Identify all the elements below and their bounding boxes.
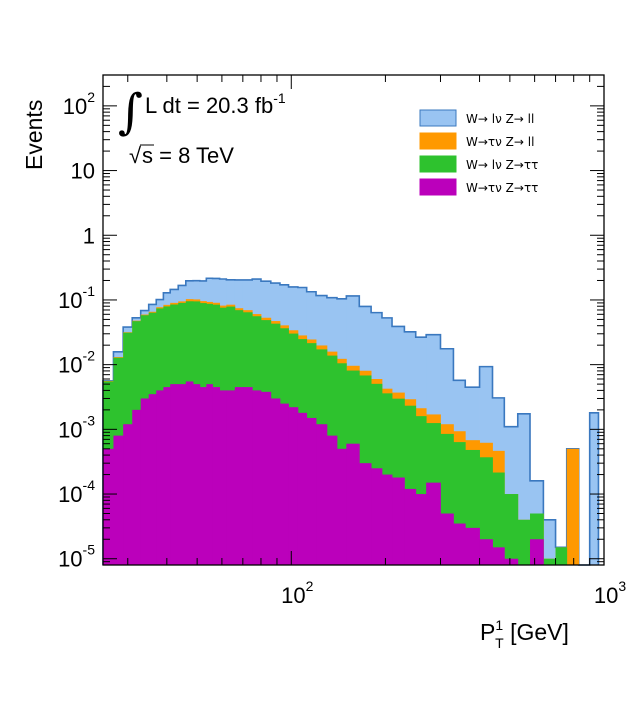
histogram-bin (479, 457, 493, 565)
histogram-bin (132, 409, 142, 565)
legend-item: W→τν Z→ττ (419, 178, 538, 196)
histogram-bin (103, 448, 114, 565)
histogram-bin (140, 398, 150, 565)
lumi-annotation: ∫ L dt = 20.3 fb-1 (118, 84, 286, 140)
histogram-bin (504, 558, 519, 565)
histogram-bin (242, 387, 253, 565)
x-axis-label: P1 T [GeV] (480, 617, 569, 651)
legend-label: W→τν Z→ττ (466, 181, 538, 195)
histogram-bin (381, 474, 393, 565)
histogram-bin (260, 391, 272, 565)
histogram-bin (589, 412, 599, 565)
histogram-bin (199, 387, 207, 565)
histogram-bin (415, 494, 427, 565)
histogram-bin (371, 468, 383, 565)
histogram-bin (178, 384, 187, 565)
histogram-bin (212, 387, 221, 565)
histogram-bin (206, 384, 213, 565)
axis-ticks (103, 74, 605, 566)
x-tick-label: 102 (281, 578, 313, 608)
histogram-bin (453, 523, 466, 565)
legend: W→ lν Z→ ll W→τν Z→ ll W→ lν Z→ττ W→τν Z→ττ (419, 109, 538, 196)
svg-text:s = 8 TeV: s = 8 TeV (142, 143, 234, 168)
y-tick-label: 10-5 (58, 542, 95, 572)
histogram-bin (404, 405, 417, 565)
legend-swatch (419, 109, 457, 127)
histogram-bin (440, 513, 454, 565)
histogram-bin (156, 390, 164, 565)
histogram-bin (288, 407, 299, 565)
histogram-bin (359, 463, 372, 565)
histogram-bin (123, 424, 133, 565)
legend-item: W→ lν Z→ττ (419, 155, 538, 173)
y-tick-label: 10-3 (58, 412, 95, 442)
legend-item: W→τν Z→ ll (419, 132, 534, 150)
legend-label: W→ lν Z→ττ (466, 158, 538, 172)
histogram-bin (336, 448, 347, 565)
histogram-bin (148, 394, 157, 565)
y-tick-label: 1 (83, 223, 95, 248)
histogram-bin (316, 424, 328, 565)
energy-annotation: √ s = 8 TeV (129, 143, 234, 168)
histogram-bin (392, 477, 405, 565)
histogram-bin (492, 472, 505, 565)
legend-label: W→ lν Z→ ll (466, 112, 534, 126)
legend-swatch (419, 132, 457, 150)
histogram-bin (530, 539, 544, 565)
legend-swatch (419, 178, 457, 196)
legend-label: W→τν Z→ ll (466, 135, 534, 149)
histogram-bin (279, 403, 289, 565)
y-tick-label: 10-4 (58, 477, 95, 507)
histogram-bin (306, 417, 317, 565)
tick-labels: 102 10 1 10-1 10-2 10-3 10-4 10-5 102 103 (58, 89, 626, 608)
histogram-bin (566, 448, 580, 565)
histogram-bin (219, 390, 227, 565)
histogram-bin (326, 435, 338, 565)
histogram-bin (297, 412, 308, 565)
histogram-bin (479, 539, 493, 565)
y-tick-label: 102 (63, 89, 95, 119)
histogram-bin (543, 558, 556, 565)
y-tick-label: 10-1 (58, 283, 95, 313)
legend-swatch (419, 155, 457, 173)
histogram-bars (102, 277, 600, 566)
x-tick-label: 103 (594, 578, 626, 608)
histogram-bin (234, 387, 244, 565)
histogram-bin (252, 390, 262, 565)
histogram-bin (163, 387, 171, 565)
histogram-bin (543, 519, 556, 565)
histogram-bin (226, 390, 236, 565)
histogram-bin (346, 443, 360, 565)
sqrt-sign: √ (129, 143, 142, 168)
histogram-bin (555, 547, 568, 565)
svg-text:L dt = 20.3 fb-1: L dt = 20.3 fb-1 (145, 90, 286, 118)
legend-item: W→ lν Z→ ll (419, 109, 534, 127)
total-outline (102, 277, 600, 566)
histogram-bin (170, 384, 179, 565)
histogram-bin (404, 488, 417, 565)
histogram-bin (426, 482, 441, 565)
histogram-bin (185, 381, 194, 565)
plot-frame (102, 74, 605, 566)
y-tick-label: 10 (71, 159, 95, 184)
histogram-bin (113, 435, 124, 565)
histogram-bin (270, 398, 281, 565)
histogram-bin (504, 494, 519, 565)
histogram-bin (517, 519, 531, 565)
histogram-bin (415, 416, 427, 565)
y-axis-label: Events (21, 100, 47, 170)
series-1 (103, 381, 544, 565)
integral-sign: ∫ (118, 84, 143, 140)
histogram-bin (193, 384, 201, 565)
histogram-bin (492, 547, 505, 565)
y-tick-label: 10-2 (58, 348, 95, 378)
histogram-bin (465, 527, 480, 565)
